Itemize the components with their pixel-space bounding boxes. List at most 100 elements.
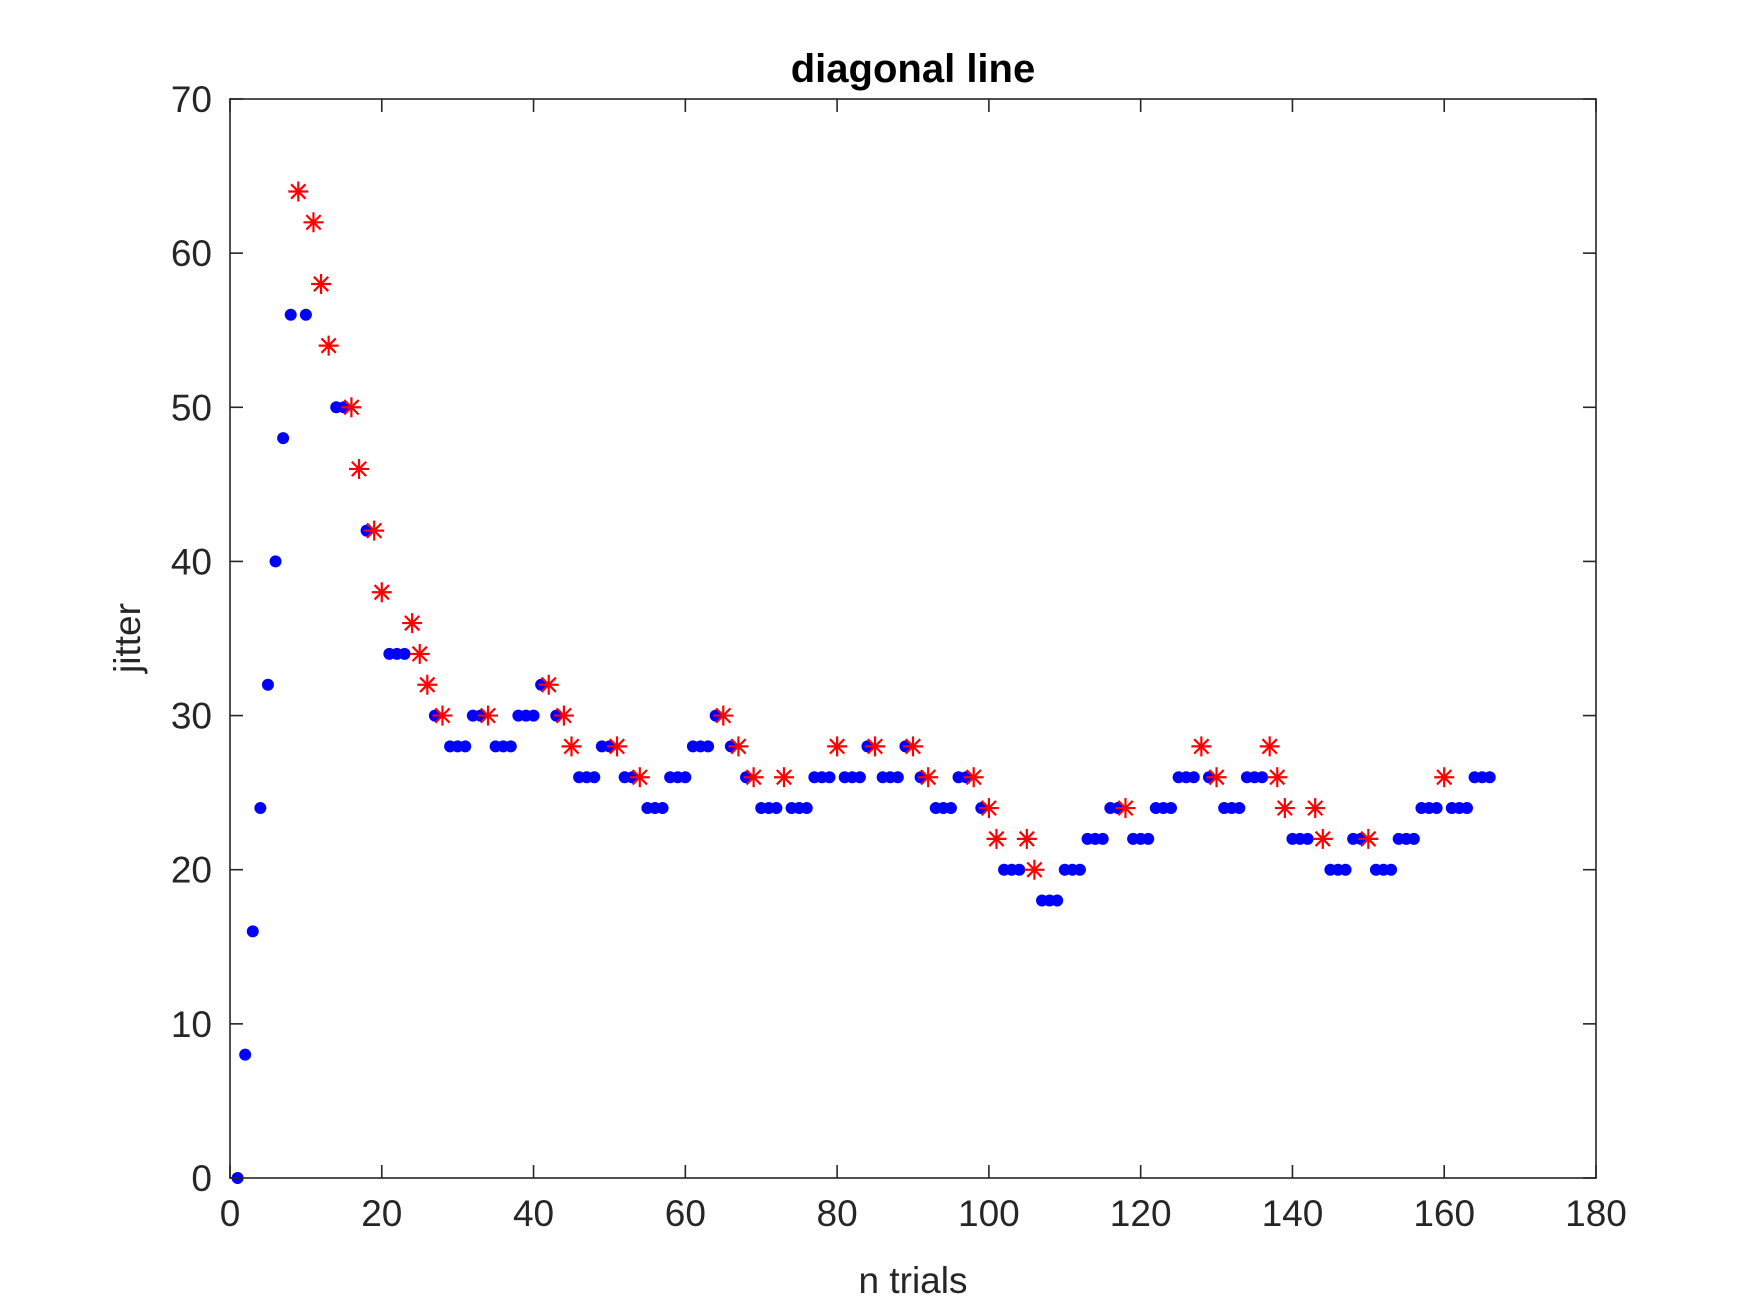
data-point-dot bbox=[398, 647, 411, 660]
data-point-dot bbox=[1142, 832, 1155, 845]
data-point-star bbox=[865, 736, 886, 757]
x-tick-label: 100 bbox=[958, 1193, 1020, 1234]
data-point-star bbox=[1267, 767, 1288, 788]
y-tick-label: 20 bbox=[171, 850, 212, 891]
plot-marks bbox=[231, 181, 1496, 1184]
data-point-star bbox=[311, 273, 332, 294]
data-point-dot bbox=[1339, 863, 1352, 876]
data-point-dot bbox=[853, 771, 866, 784]
data-point-star bbox=[1434, 767, 1455, 788]
data-point-star bbox=[773, 767, 794, 788]
data-point-star bbox=[349, 458, 370, 479]
data-point-star bbox=[318, 335, 339, 356]
data-point-star bbox=[827, 736, 848, 757]
y-tick-label: 40 bbox=[171, 541, 212, 582]
data-point-star bbox=[1191, 736, 1212, 757]
data-point-dot bbox=[1073, 863, 1086, 876]
y-tick-label: 0 bbox=[191, 1158, 212, 1199]
data-point-star bbox=[1305, 798, 1326, 819]
data-point-star bbox=[432, 705, 453, 726]
data-point-dot bbox=[254, 802, 267, 815]
data-point-dot bbox=[1165, 802, 1178, 815]
data-point-star bbox=[417, 674, 438, 695]
data-point-star bbox=[918, 767, 939, 788]
y-tick-label: 10 bbox=[171, 1004, 212, 1045]
x-axis: 0 20 40 60 80 100 120 140 160 180 bbox=[220, 99, 1627, 1234]
data-point-star bbox=[538, 674, 559, 695]
data-point-star bbox=[1206, 767, 1227, 788]
data-point-dot bbox=[679, 771, 692, 784]
data-point-dot bbox=[1301, 832, 1314, 845]
data-point-star bbox=[607, 736, 628, 757]
data-point-dot bbox=[527, 709, 540, 722]
data-point-dot bbox=[239, 1048, 252, 1061]
data-point-dot bbox=[823, 771, 836, 784]
x-tick-label: 180 bbox=[1565, 1193, 1627, 1234]
data-point-dot bbox=[944, 802, 957, 815]
data-point-dot bbox=[1483, 771, 1496, 784]
data-point-star bbox=[903, 736, 923, 757]
data-point-star bbox=[743, 767, 764, 788]
data-point-dot bbox=[891, 771, 904, 784]
x-tick-label: 140 bbox=[1262, 1193, 1324, 1234]
data-point-star bbox=[288, 181, 309, 202]
data-point-star bbox=[629, 767, 650, 788]
data-point-star bbox=[713, 705, 734, 726]
data-point-star bbox=[303, 212, 324, 233]
data-point-star bbox=[1358, 828, 1379, 849]
data-point-star bbox=[478, 705, 499, 726]
data-point-star bbox=[1024, 859, 1045, 880]
data-point-dot bbox=[800, 802, 813, 815]
data-point-dot bbox=[284, 308, 297, 321]
data-point-dot bbox=[299, 308, 312, 321]
y-tick-label: 30 bbox=[171, 696, 212, 737]
data-point-dot bbox=[1407, 832, 1420, 845]
data-point-dot bbox=[246, 925, 259, 938]
data-point-dot bbox=[1096, 832, 1109, 845]
data-point-dot bbox=[1385, 863, 1398, 876]
data-point-star bbox=[341, 397, 362, 418]
data-point-star bbox=[978, 798, 999, 819]
data-point-star bbox=[1115, 798, 1136, 819]
x-tick-label: 0 bbox=[220, 1193, 241, 1234]
data-point-dot bbox=[269, 555, 282, 568]
data-point-star bbox=[409, 643, 430, 664]
data-point-star bbox=[1016, 828, 1037, 849]
data-point-dot bbox=[770, 802, 783, 815]
data-point-star bbox=[1312, 828, 1333, 849]
data-point-dot bbox=[261, 678, 274, 691]
x-tick-label: 60 bbox=[665, 1193, 706, 1234]
data-point-dot bbox=[277, 432, 290, 445]
chart-title: diagonal line bbox=[791, 47, 1035, 91]
x-tick-label: 40 bbox=[513, 1193, 554, 1234]
data-point-dot bbox=[1013, 863, 1026, 876]
y-tick-label: 50 bbox=[171, 387, 212, 428]
data-point-dot bbox=[1256, 771, 1269, 784]
x-tick-label: 20 bbox=[361, 1193, 402, 1234]
data-point-star bbox=[553, 705, 574, 726]
data-point-star bbox=[963, 767, 984, 788]
data-point-star bbox=[1259, 736, 1280, 757]
x-axis-label: n trials bbox=[859, 1260, 968, 1301]
x-tick-label: 80 bbox=[817, 1193, 858, 1234]
data-point-star bbox=[561, 736, 582, 757]
data-point-star bbox=[364, 520, 385, 541]
data-point-dot bbox=[459, 740, 472, 753]
data-point-star bbox=[402, 613, 423, 634]
x-tick-label: 120 bbox=[1110, 1193, 1172, 1234]
data-point-dot bbox=[1051, 894, 1064, 907]
data-point-dot bbox=[1430, 802, 1443, 815]
data-point-dot bbox=[656, 802, 669, 815]
plot-frame bbox=[229, 98, 1597, 1179]
data-point-dot bbox=[1187, 771, 1200, 784]
data-point-dot bbox=[1460, 802, 1473, 815]
data-point-star bbox=[728, 736, 749, 757]
y-axis: 0 10 20 30 40 50 60 70 bbox=[171, 79, 1596, 1199]
data-point-dot bbox=[504, 740, 517, 753]
data-point-dot bbox=[1233, 802, 1246, 815]
y-tick-label: 60 bbox=[171, 233, 212, 274]
y-axis-label: jitter bbox=[107, 603, 148, 674]
data-point-dot bbox=[588, 771, 601, 784]
